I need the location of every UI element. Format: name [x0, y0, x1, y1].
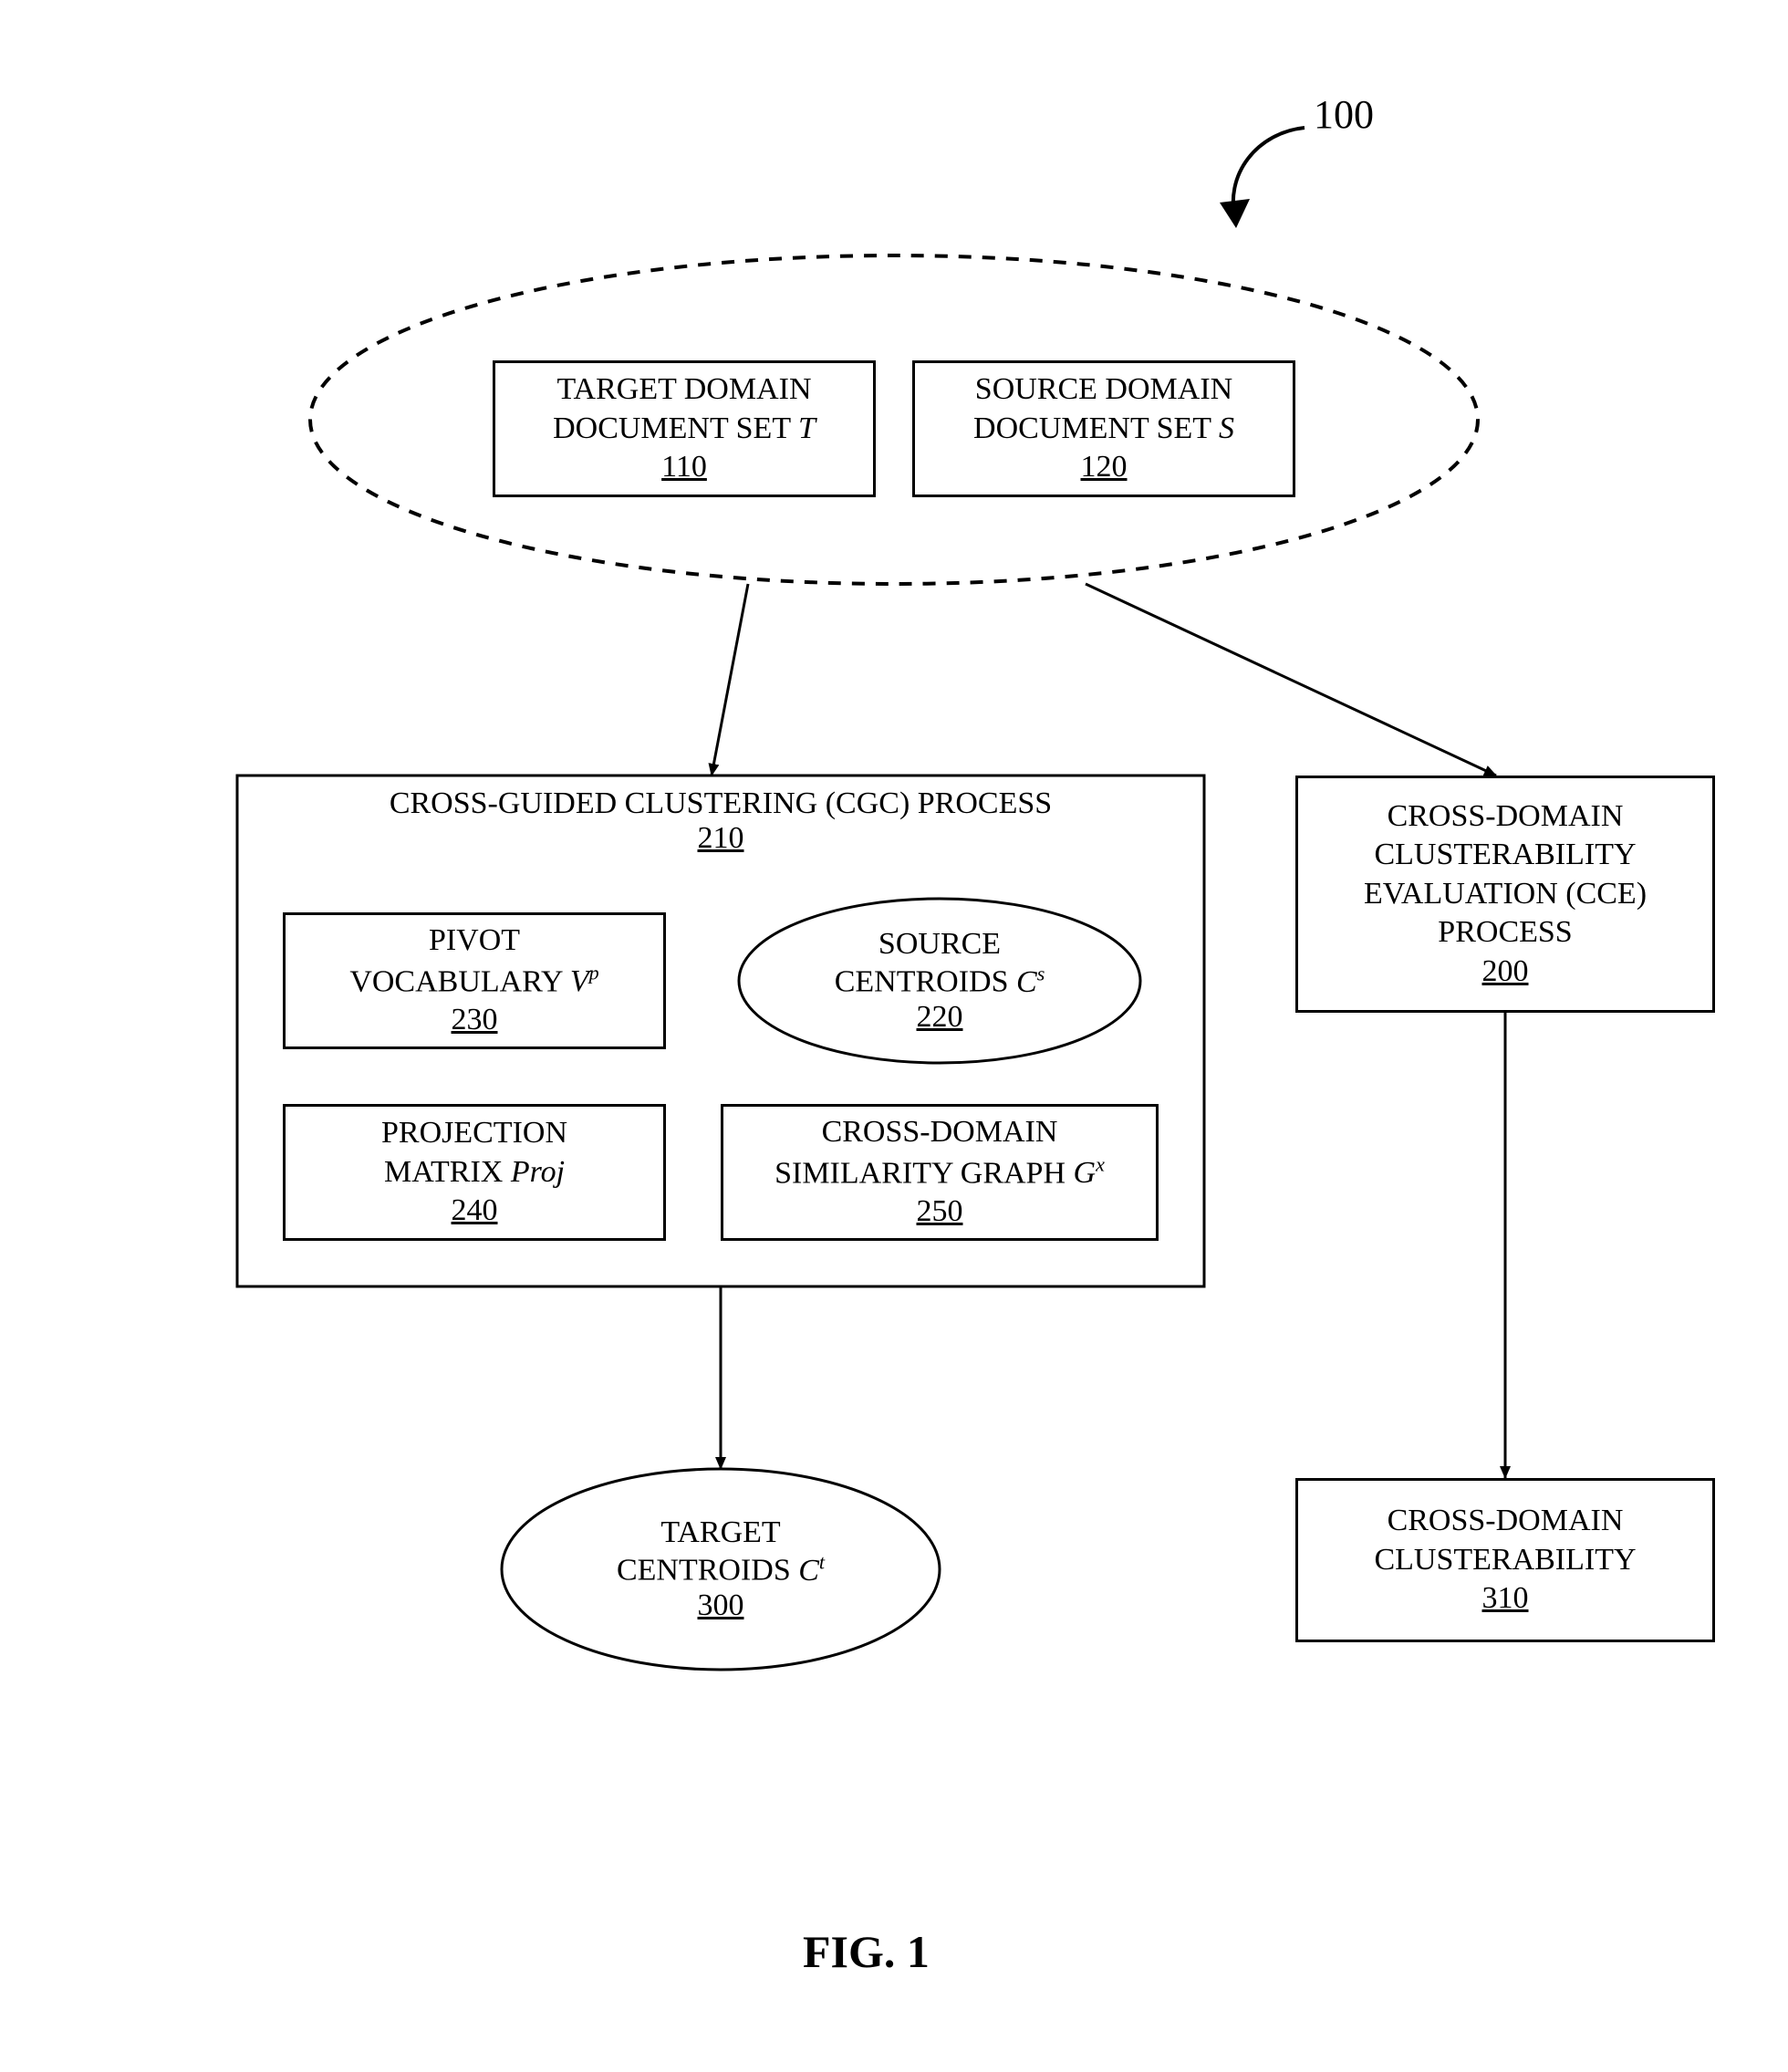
node-220: SOURCE CENTROIDS Cs 220	[739, 921, 1140, 1040]
diagram-canvas: 100 TARGET DOMAIN DOCUMENT SET T 110 SOU…	[0, 0, 1788, 2072]
node-220-line2: CENTROIDS Cs	[835, 962, 1045, 999]
node-120-line1: SOURCE DOMAIN	[975, 370, 1232, 410]
node-110-l2var: T	[798, 411, 816, 445]
node-120-l2var: S	[1219, 411, 1234, 445]
node-230-line1: PIVOT	[429, 921, 520, 961]
node-200-line1: CROSS-DOMAIN	[1388, 797, 1624, 837]
node-250-l2var: Gx	[1074, 1156, 1105, 1190]
node-300: TARGET CENTROIDS Ct 300	[502, 1496, 940, 1642]
node-230: PIVOT VOCABULARY Vp 230	[283, 912, 666, 1049]
figure-caption: FIG. 1	[803, 1925, 930, 1978]
node-300-l2var: Ct	[798, 1554, 825, 1588]
node-120-line2: DOCUMENT SET S	[973, 410, 1234, 449]
ref-100-arrowhead	[1220, 199, 1250, 228]
node-110: TARGET DOMAIN DOCUMENT SET T 110	[493, 360, 876, 497]
cgc-title-ref: 210	[698, 821, 744, 856]
node-200-line4: PROCESS	[1438, 913, 1572, 953]
node-250-l2pre: SIMILARITY GRAPH	[774, 1156, 1073, 1190]
node-200-line2: CLUSTERABILITY	[1374, 836, 1636, 875]
node-230-ref: 230	[452, 1001, 498, 1040]
input-ellipse	[310, 255, 1478, 584]
node-310-line2: CLUSTERABILITY	[1374, 1541, 1636, 1580]
node-230-l2var: Vp	[570, 964, 599, 998]
node-220-ref: 220	[917, 1000, 963, 1035]
node-120: SOURCE DOMAIN DOCUMENT SET S 120	[912, 360, 1295, 497]
node-310: CROSS-DOMAIN CLUSTERABILITY 310	[1295, 1478, 1715, 1642]
node-240-l2var: Proj	[511, 1155, 565, 1189]
node-250-ref: 250	[917, 1192, 963, 1232]
node-310-line1: CROSS-DOMAIN	[1388, 1502, 1624, 1541]
node-240-line1: PROJECTION	[381, 1114, 567, 1153]
node-250-line2: SIMILARITY GRAPH Gx	[774, 1152, 1105, 1193]
node-310-ref: 310	[1482, 1579, 1529, 1619]
cgc-title: CROSS-GUIDED CLUSTERING (CGC) PROCESS 21…	[237, 786, 1204, 856]
node-120-ref: 120	[1081, 448, 1128, 487]
node-110-line1: TARGET DOMAIN	[556, 370, 811, 410]
node-240-line2: MATRIX Proj	[384, 1153, 565, 1192]
node-220-l2pre: CENTROIDS	[835, 965, 1016, 999]
cgc-title-text: CROSS-GUIDED CLUSTERING (CGC) PROCESS	[237, 786, 1204, 821]
node-110-l2pre: DOCUMENT SET	[553, 411, 798, 445]
node-110-ref: 110	[661, 448, 707, 487]
node-240: PROJECTION MATRIX Proj 240	[283, 1104, 666, 1241]
node-250: CROSS-DOMAIN SIMILARITY GRAPH Gx 250	[721, 1104, 1159, 1241]
node-250-line1: CROSS-DOMAIN	[822, 1113, 1058, 1152]
arrow-input-to-cce	[1086, 584, 1496, 776]
node-200-line3: EVALUATION (CCE)	[1364, 875, 1647, 914]
node-230-l2pre: VOCABULARY	[349, 964, 570, 998]
node-220-l2var: Cs	[1016, 965, 1045, 999]
node-120-l2pre: DOCUMENT SET	[973, 411, 1219, 445]
ref-100-label: 100	[1314, 91, 1374, 138]
node-230-line2: VOCABULARY Vp	[349, 961, 598, 1002]
node-200-ref: 200	[1482, 953, 1529, 992]
arrow-input-to-cgc	[712, 584, 748, 776]
node-300-line1: TARGET	[660, 1515, 780, 1550]
node-110-line2: DOCUMENT SET T	[553, 410, 816, 449]
node-300-l2pre: CENTROIDS	[617, 1554, 798, 1588]
node-220-line1: SOURCE	[878, 927, 1001, 962]
node-240-ref: 240	[452, 1192, 498, 1231]
node-200: CROSS-DOMAIN CLUSTERABILITY EVALUATION (…	[1295, 776, 1715, 1013]
node-300-line2: CENTROIDS Ct	[617, 1550, 825, 1588]
node-240-l2pre: MATRIX	[384, 1155, 511, 1189]
node-300-ref: 300	[698, 1588, 744, 1623]
